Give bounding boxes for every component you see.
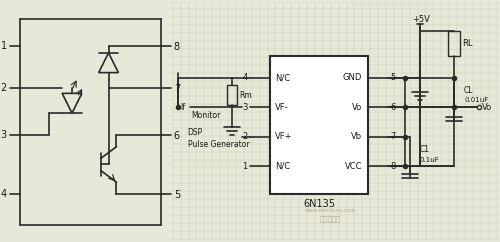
Text: Pulse Generator: Pulse Generator [188,140,249,149]
Text: VCC: VCC [345,162,362,171]
Bar [227,85,237,105]
Text: 1: 1 [0,41,7,51]
Text: Vb: Vb [351,132,362,141]
Text: 2: 2 [0,83,7,93]
Text: Monitor: Monitor [192,111,221,120]
Text: Rm: Rm [239,91,252,100]
Bar [270,56,368,194]
Text: 4: 4 [242,73,248,82]
Text: www.elecfans.com: www.elecfans.com [305,208,356,213]
Text: DSP: DSP [188,128,203,137]
Text: 7: 7 [174,84,180,94]
Text: 3: 3 [242,103,248,112]
Text: Vo: Vo [352,103,362,112]
Text: GND: GND [343,73,362,82]
Text: 7: 7 [390,132,396,141]
Text: N/C: N/C [276,73,290,82]
Text: 5: 5 [174,190,180,200]
Text: 6N135: 6N135 [303,199,335,209]
Text: 2: 2 [242,132,248,141]
Text: +5V: +5V [412,15,430,24]
Text: 6: 6 [174,131,180,141]
Text: 0.01uF: 0.01uF [464,97,488,103]
Text: 3: 3 [0,130,7,140]
Text: VF+: VF+ [276,132,293,141]
Text: 8: 8 [390,162,396,171]
Bar [448,31,460,56]
Text: 5: 5 [390,73,395,82]
Text: C1: C1 [420,145,430,154]
Text: RL: RL [462,39,472,48]
Text: 电子发烧友: 电子发烧友 [320,215,342,222]
Text: 0.1uF: 0.1uF [420,157,440,163]
Text: 6: 6 [390,103,396,112]
Text: VF-: VF- [276,103,289,112]
Text: 1: 1 [242,162,248,171]
Text: If: If [180,103,186,112]
Text: 8: 8 [174,42,180,52]
Text: N/C: N/C [276,162,290,171]
Text: 4: 4 [0,189,7,199]
Text: Vo: Vo [482,103,492,112]
Text: CL: CL [464,86,473,95]
